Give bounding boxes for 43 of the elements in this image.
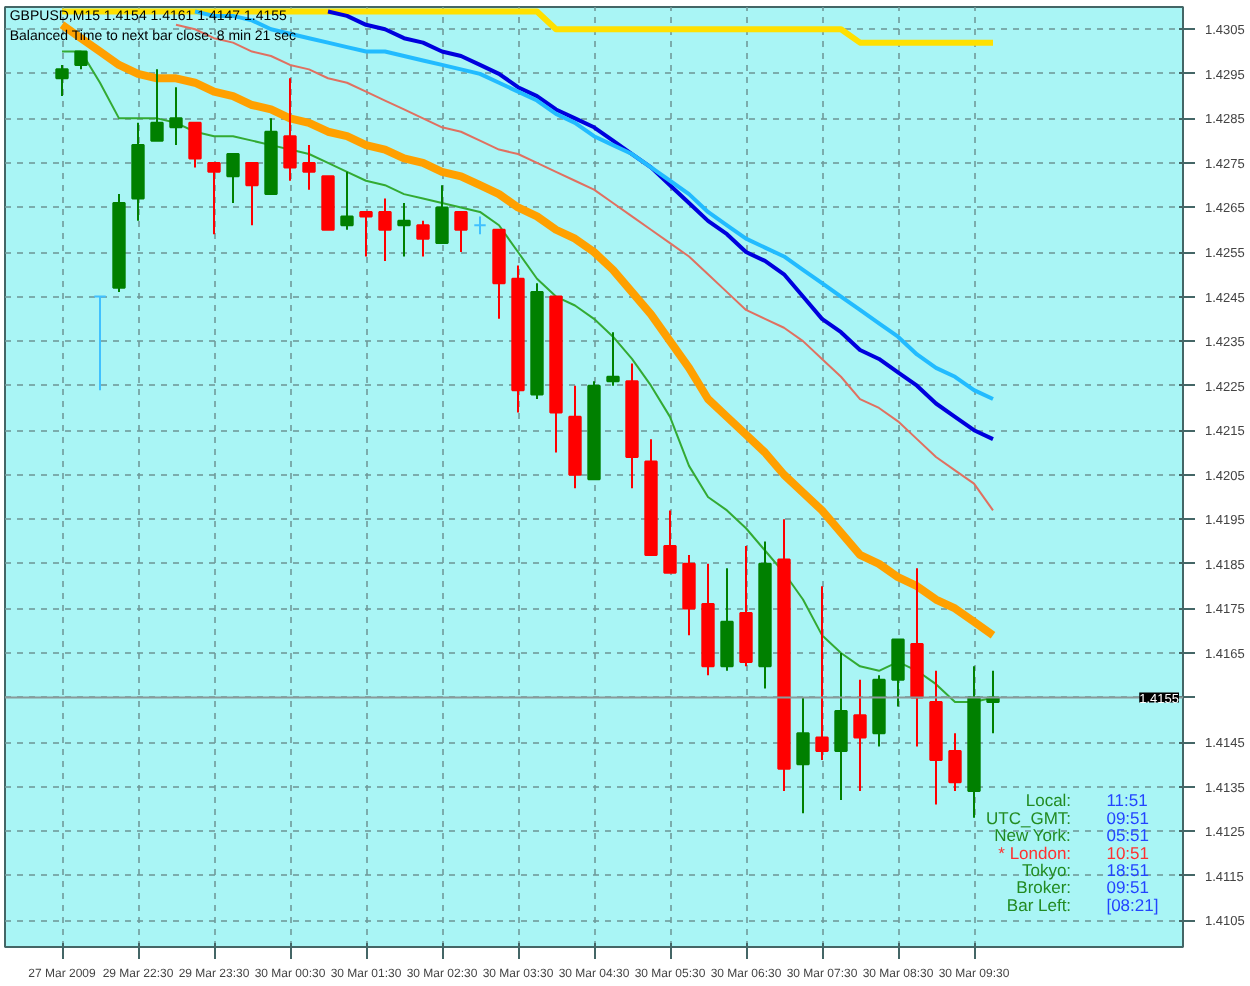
line-series: [326, 9, 995, 442]
candlestick: [207, 161, 221, 236]
text: Bar Left:: [1006, 894, 1072, 915]
candlestick: [283, 77, 297, 182]
candlestick: [796, 696, 810, 815]
annotation: UTC_GMT:: [986, 807, 1072, 828]
candlestick: [682, 553, 696, 637]
annotation: New York:: [994, 825, 1071, 846]
candlestick: [948, 732, 962, 793]
candlestick: [93, 295, 107, 392]
candlestick: [891, 638, 905, 708]
text: Local:: [1025, 790, 1072, 811]
candlestick: [188, 121, 202, 169]
candlestick: [663, 509, 677, 574]
candlestick: [454, 210, 468, 254]
candlestick: [150, 68, 164, 142]
candlestick: [55, 63, 69, 98]
text: 10:51: [1106, 842, 1150, 863]
candlestick: [416, 219, 430, 258]
candlestick: [435, 184, 449, 245]
text: Broker:: [1016, 877, 1072, 898]
text: 11:51: [1106, 790, 1149, 811]
candlestick: [226, 153, 240, 205]
candlestick: [606, 331, 620, 387]
candlestick: [834, 651, 848, 801]
candlestick: [720, 567, 734, 672]
candlestick: [302, 144, 316, 191]
candlestick: [340, 170, 354, 231]
text: 09:51: [1106, 807, 1150, 828]
text: 18:51: [1106, 859, 1150, 880]
annotation: * London:: [998, 842, 1072, 863]
candlestick: [397, 202, 411, 258]
text: 09:51: [1106, 877, 1150, 898]
line-series: [175, 23, 994, 512]
candlestick: [245, 161, 259, 227]
candlestick: [853, 678, 867, 793]
text: Tokyo:: [1021, 859, 1072, 880]
candlestick: [815, 585, 829, 761]
text: [08:21]: [1106, 894, 1159, 915]
candlestick: [169, 86, 183, 147]
text: 05:51: [1106, 825, 1150, 846]
candlestick: [359, 210, 373, 258]
candlestick: [378, 197, 392, 262]
